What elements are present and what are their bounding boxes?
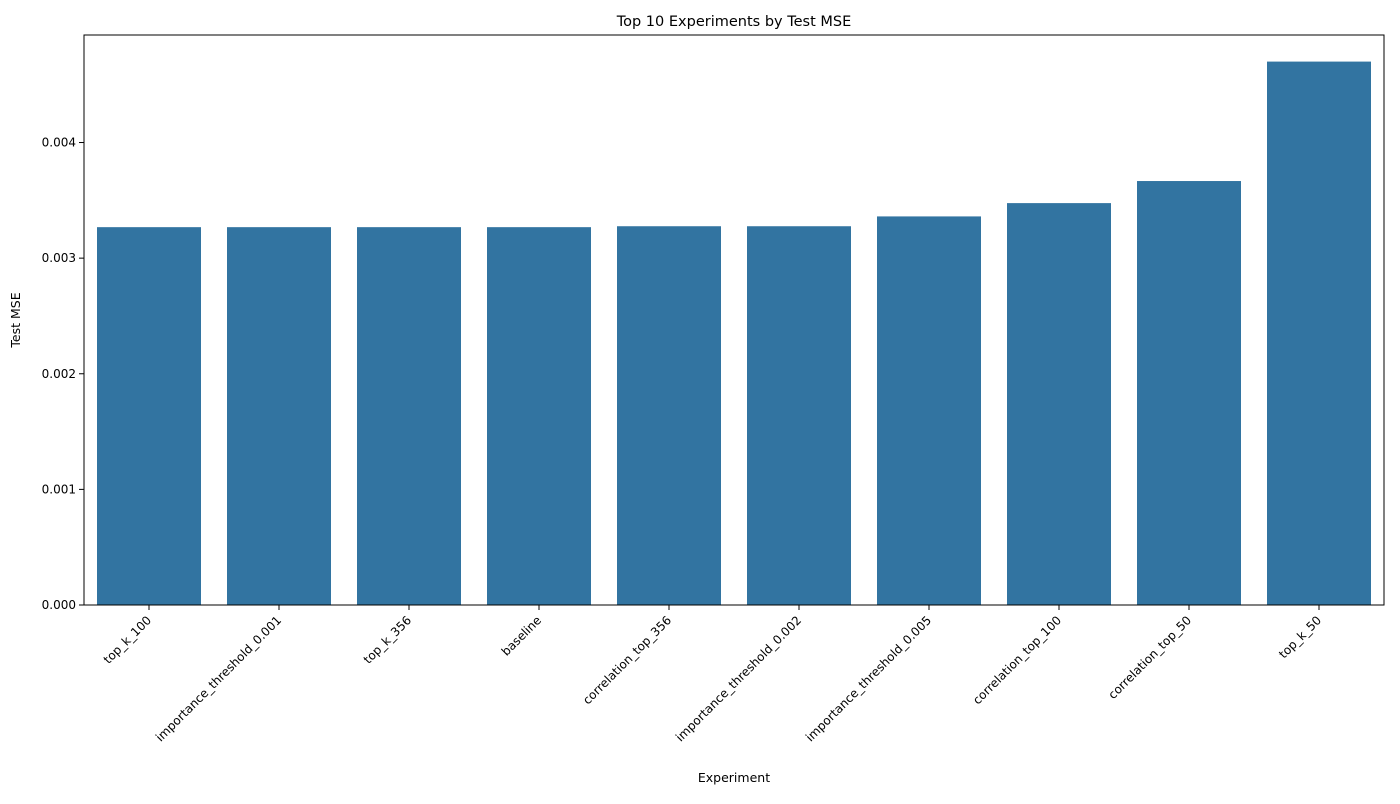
chart-title: Top 10 Experiments by Test MSE [616,14,852,30]
y-tick-label: 0.003 [42,251,76,265]
y-tick-label: 0.000 [42,598,76,612]
plot-frame [83,34,1385,606]
y-axis-label: Test MSE [8,292,23,348]
y-axis-ticks: 0.000 0.001 0.002 0.003 0.004 [42,136,84,612]
bar-top_k_356 [357,227,461,605]
y-tick-label: 0.004 [42,136,76,150]
bar-importance_threshold_0.005 [877,216,981,605]
bar-importance_threshold_0.001 [227,227,331,605]
bar-baseline [487,227,591,605]
y-tick-label: 0.002 [42,367,76,381]
bar-correlation_top_100 [1007,203,1111,606]
y-tick-label: 0.001 [42,482,76,496]
x-axis-label: Experiment [698,770,770,785]
bar-correlation_top_50 [1137,181,1241,605]
bars-group [97,61,1371,606]
bar-importance_threshold_0.002 [747,226,851,606]
bar-correlation_top_356 [617,226,721,606]
bar-top_k_50 [1267,61,1371,605]
bar-top_k_100 [97,227,201,605]
